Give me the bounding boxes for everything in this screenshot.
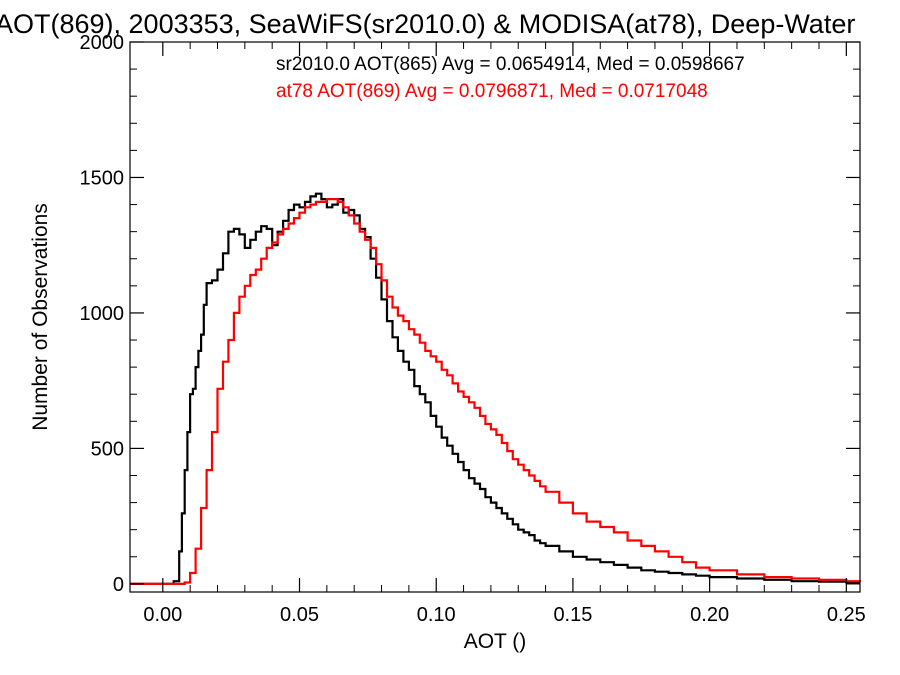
series-layer: [130, 192, 862, 585]
x-tick-label: 0.00: [143, 604, 182, 626]
x-axis-ticks: 0.00 0.05 0.10 0.15 0.20 0.25: [143, 42, 866, 626]
y-tick-label: 1500: [80, 167, 125, 189]
plot-frame: [129, 41, 861, 593]
x-tick-label: 0.25: [827, 604, 866, 626]
chart-title: AOT(869), 2003353, SeaWiFS(sr2010.0) & M…: [0, 9, 855, 39]
y-tick-label: 2000: [80, 32, 125, 54]
x-axis-label: AOT (): [464, 630, 527, 653]
y-tick-label: 1000: [80, 303, 125, 325]
x-tick-label: 0.20: [690, 604, 729, 626]
y-axis-label: Number of Observations: [29, 203, 52, 431]
y-tick-label: 500: [91, 438, 124, 460]
x-tick-label: 0.10: [417, 604, 456, 626]
y-tick-label: 0: [113, 574, 124, 596]
series-line-0: [130, 192, 860, 585]
legend-annotation-sr2010: sr2010.0 AOT(865) Avg = 0.0654914, Med =…: [276, 54, 745, 75]
x-tick-label: 0.15: [553, 604, 592, 626]
x-tick-label: 0.05: [280, 604, 319, 626]
legend-annotation-at78: at78 AOT(869) Avg = 0.0796871, Med = 0.0…: [276, 81, 708, 102]
plot-area: 0.00 0.05 0.10 0.15 0.20 0.25 0 500 1000 1500 200…: [80, 32, 866, 626]
series-line-1: [130, 198, 862, 585]
y-axis-ticks: 0 500 1000 1500 2000: [80, 32, 860, 596]
